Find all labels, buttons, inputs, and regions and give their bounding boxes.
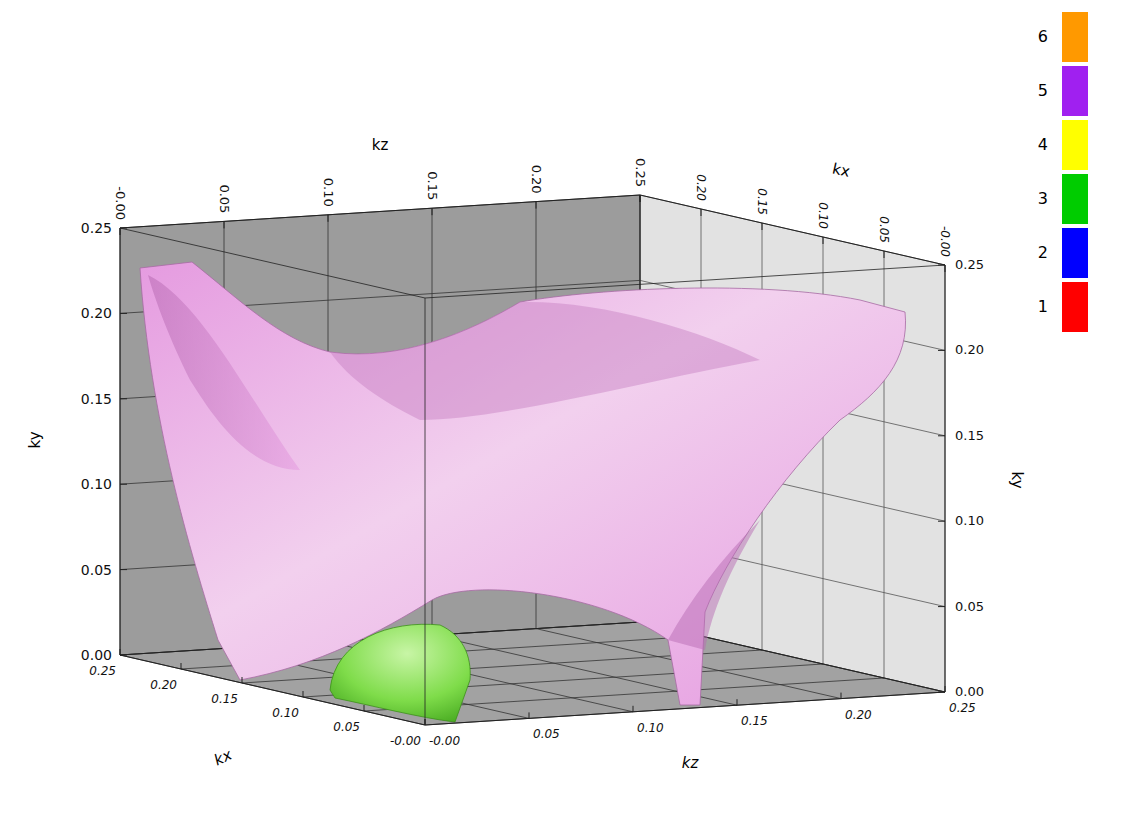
svg-text:0.20: 0.20 <box>81 305 112 321</box>
svg-text:0.25: 0.25 <box>81 220 112 236</box>
svg-text:1: 1 <box>1038 297 1048 316</box>
svg-text:0.20: 0.20 <box>150 678 177 692</box>
svg-text:0.05: 0.05 <box>955 599 984 614</box>
svg-text:0.10: 0.10 <box>81 476 112 492</box>
svg-text:-0.00: -0.00 <box>429 734 460 748</box>
svg-text:0.10: 0.10 <box>637 721 664 735</box>
svg-text:-0.00: -0.00 <box>390 734 421 748</box>
svg-text:0.15: 0.15 <box>755 188 769 215</box>
svg-text:0.05: 0.05 <box>877 216 891 243</box>
svg-text:0.15: 0.15 <box>425 171 440 200</box>
svg-text:0.10: 0.10 <box>955 513 984 528</box>
svg-text:0.05: 0.05 <box>333 720 360 734</box>
svg-text:-0.00: -0.00 <box>113 186 128 220</box>
svg-text:0.05: 0.05 <box>533 727 560 741</box>
svg-text:kx: kx <box>831 159 852 180</box>
svg-text:0.15: 0.15 <box>81 391 112 407</box>
svg-text:0.15: 0.15 <box>955 428 984 443</box>
svg-text:0.10: 0.10 <box>321 178 336 207</box>
svg-text:kx: kx <box>211 746 235 770</box>
svg-text:ky: ky <box>26 431 44 448</box>
svg-text:0.00: 0.00 <box>81 647 112 663</box>
svg-text:0.20: 0.20 <box>694 174 708 201</box>
svg-text:0.20: 0.20 <box>955 342 984 357</box>
svg-text:0.25: 0.25 <box>633 158 648 187</box>
svg-text:2: 2 <box>1038 243 1048 262</box>
svg-text:0.20: 0.20 <box>529 165 544 194</box>
svg-text:kz: kz <box>682 754 700 772</box>
svg-text:0.25: 0.25 <box>89 664 116 678</box>
svg-text:kz: kz <box>372 136 389 154</box>
svg-text:4: 4 <box>1038 135 1048 154</box>
svg-text:0.10: 0.10 <box>272 706 299 720</box>
svg-text:0.15: 0.15 <box>211 692 238 706</box>
svg-text:0.10: 0.10 <box>816 202 830 229</box>
svg-text:ky: ky <box>1008 471 1026 488</box>
svg-text:0.00: 0.00 <box>955 684 984 699</box>
svg-text:0.05: 0.05 <box>217 184 232 213</box>
svg-text:5: 5 <box>1038 81 1048 100</box>
svg-text:0.05: 0.05 <box>81 562 112 578</box>
svg-text:0.25: 0.25 <box>955 257 984 272</box>
svg-text:3: 3 <box>1038 189 1048 208</box>
svg-text:6: 6 <box>1038 27 1048 46</box>
svg-text:0.20: 0.20 <box>845 708 872 722</box>
svg-text:-0.00: -0.00 <box>938 226 952 257</box>
svg-text:0.25: 0.25 <box>949 701 976 715</box>
svg-text:0.15: 0.15 <box>741 714 768 728</box>
